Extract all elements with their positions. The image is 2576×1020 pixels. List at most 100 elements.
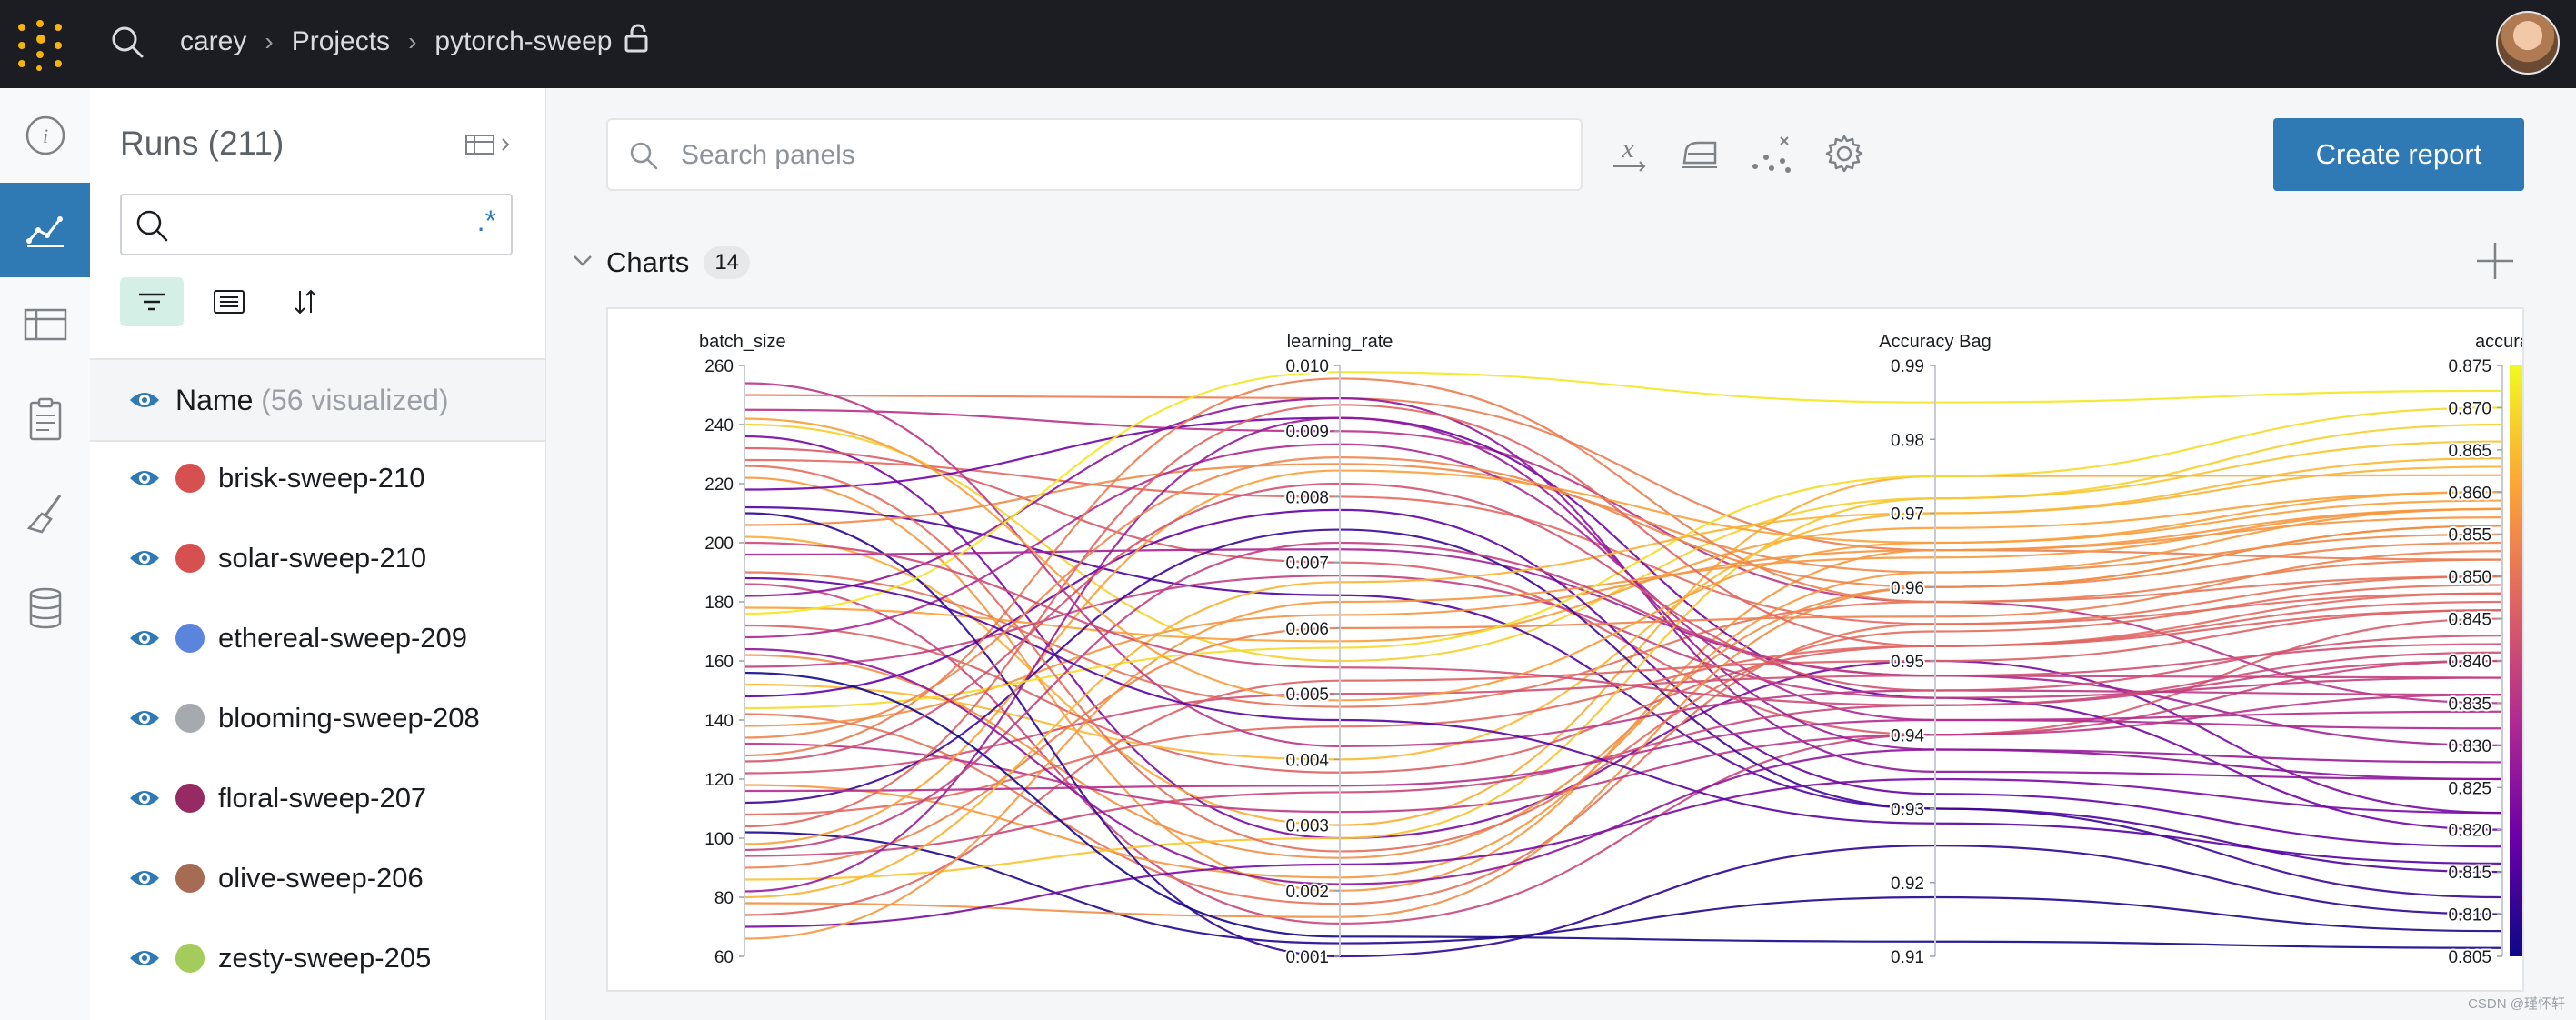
outliers-icon[interactable] — [1746, 128, 1797, 179]
run-line[interactable] — [744, 659, 2503, 857]
name-column-header[interactable]: Name (56 visualized) — [175, 384, 449, 417]
run-line[interactable] — [744, 571, 2503, 708]
run-color-swatch[interactable] — [175, 624, 205, 653]
run-row[interactable]: solar-sweep-210 — [90, 518, 545, 598]
run-line[interactable] — [744, 671, 2503, 949]
run-line[interactable] — [744, 371, 2503, 615]
run-line[interactable] — [744, 397, 2503, 781]
clipboard-icon[interactable] — [0, 372, 90, 466]
axis-title[interactable]: batch_size — [699, 332, 786, 352]
charts-icon[interactable] — [0, 183, 90, 277]
run-row[interactable]: ethereal-sweep-209 — [90, 598, 545, 678]
run-line[interactable] — [744, 404, 2503, 828]
smoothing-iron-icon[interactable] — [1675, 128, 1726, 179]
run-line[interactable] — [744, 592, 2503, 816]
run-line[interactable] — [744, 525, 2503, 918]
run-color-swatch[interactable] — [175, 464, 205, 493]
expand-table-icon[interactable] — [464, 132, 515, 157]
run-line[interactable] — [744, 465, 2503, 853]
eye-icon[interactable] — [128, 547, 161, 569]
breadcrumb-projects[interactable]: Projects — [291, 26, 391, 56]
run-line[interactable] — [744, 457, 2503, 761]
run-line[interactable] — [744, 465, 2503, 899]
run-line[interactable] — [744, 482, 2503, 763]
run-search-input[interactable] — [176, 205, 453, 246]
run-line[interactable] — [744, 575, 2503, 905]
info-icon[interactable]: i — [0, 88, 90, 183]
run-line[interactable] — [744, 416, 2503, 831]
regex-toggle[interactable]: .* — [476, 205, 496, 237]
chevron-down-icon[interactable] — [572, 254, 594, 273]
run-color-swatch[interactable] — [175, 704, 205, 733]
gear-icon[interactable] — [1819, 128, 1870, 179]
run-name[interactable]: ethereal-sweep-209 — [218, 622, 468, 654]
run-color-swatch[interactable] — [175, 864, 205, 893]
run-color-swatch[interactable] — [175, 544, 205, 573]
run-line[interactable] — [744, 710, 2503, 793]
run-line[interactable] — [744, 508, 2503, 848]
run-name[interactable]: brisk-sweep-210 — [218, 462, 425, 494]
eye-icon[interactable] — [128, 867, 161, 889]
run-line[interactable] — [744, 541, 2503, 706]
axis-title[interactable]: Accuracy Bag — [1879, 332, 1991, 352]
run-row[interactable]: brisk-sweep-210 — [90, 438, 545, 518]
run-line[interactable] — [744, 777, 2503, 928]
search-icon[interactable] — [109, 24, 145, 60]
breadcrumb-project[interactable]: pytorch-sweep — [434, 26, 613, 56]
panel-search-input[interactable] — [679, 136, 1501, 175]
run-line[interactable] — [744, 443, 2503, 730]
run-line[interactable] — [744, 550, 2503, 869]
add-panel-icon[interactable] — [2475, 241, 2515, 281]
breadcrumb-user[interactable]: carey — [180, 26, 247, 56]
axis-title[interactable]: accuracy — [2475, 332, 2522, 352]
run-line[interactable] — [744, 609, 2503, 916]
panel-search-box[interactable] — [606, 118, 1583, 191]
run-name[interactable]: floral-sweep-207 — [218, 782, 427, 814]
run-line[interactable] — [744, 417, 2503, 702]
run-line[interactable] — [744, 440, 2503, 881]
sort-button[interactable] — [274, 277, 337, 326]
axis-title[interactable]: learning_rate — [1287, 332, 1393, 352]
run-line[interactable] — [744, 609, 2503, 774]
run-name[interactable]: zesty-sweep-205 — [218, 942, 432, 974]
run-name[interactable]: olive-sweep-206 — [218, 862, 424, 894]
run-line[interactable] — [744, 831, 2503, 945]
filter-button[interactable] — [120, 277, 184, 326]
run-name[interactable]: solar-sweep-210 — [218, 542, 427, 574]
run-line[interactable] — [744, 528, 2503, 899]
charts-section-header[interactable]: Charts 14 — [572, 246, 751, 279]
run-line[interactable] — [744, 643, 2503, 775]
unlock-icon[interactable] — [624, 24, 650, 60]
run-line[interactable] — [744, 512, 2503, 958]
eye-icon[interactable] — [128, 389, 161, 411]
run-line[interactable] — [744, 382, 2503, 747]
run-row[interactable]: zesty-sweep-205 — [90, 918, 545, 998]
run-line[interactable] — [744, 583, 2503, 925]
run-color-swatch[interactable] — [175, 784, 205, 813]
broom-icon[interactable] — [0, 466, 90, 561]
table-icon[interactable] — [0, 277, 90, 372]
run-line[interactable] — [744, 541, 2503, 852]
eye-icon[interactable] — [128, 787, 161, 809]
eye-icon[interactable] — [128, 947, 161, 969]
run-line[interactable] — [744, 406, 2503, 710]
wandb-logo[interactable] — [18, 20, 69, 71]
run-row[interactable]: olive-sweep-206 — [90, 838, 545, 918]
run-search-box[interactable]: .* — [120, 194, 513, 255]
eye-icon[interactable] — [128, 467, 161, 489]
run-line[interactable] — [744, 507, 2503, 879]
run-line[interactable] — [744, 394, 2503, 561]
create-report-button[interactable]: Create report — [2273, 118, 2524, 191]
run-line[interactable] — [744, 435, 2503, 840]
run-line[interactable] — [744, 491, 2503, 643]
run-line[interactable] — [744, 469, 2503, 845]
run-row[interactable]: floral-sweep-207 — [90, 758, 545, 838]
run-name[interactable]: blooming-sweep-208 — [218, 702, 480, 734]
parallel-coordinates-chart[interactable]: batch_size 260 240 220 200 180 160 140 120 100 80 6… — [606, 307, 2524, 992]
database-icon[interactable] — [0, 561, 90, 655]
eye-icon[interactable] — [128, 627, 161, 649]
run-line[interactable] — [744, 456, 2503, 739]
run-line[interactable] — [744, 463, 2503, 574]
run-color-swatch[interactable] — [175, 944, 205, 973]
eye-icon[interactable] — [128, 707, 161, 729]
